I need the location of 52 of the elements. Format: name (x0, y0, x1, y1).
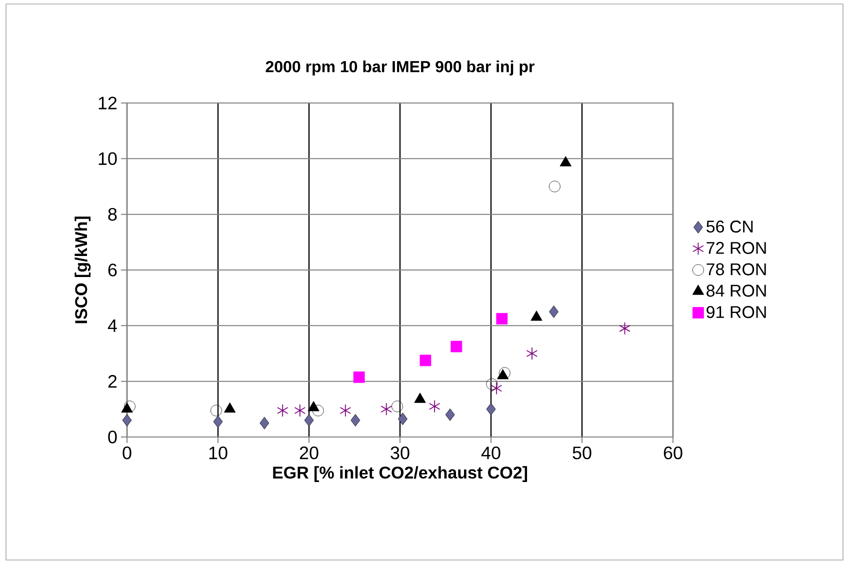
y-tick-label: 4 (108, 319, 117, 332)
point (312, 404, 324, 416)
legend-label: 78 RON (706, 263, 766, 276)
point (350, 414, 360, 426)
point (398, 412, 408, 426)
y-tick-label: 2 (108, 375, 117, 388)
point (304, 414, 314, 426)
point (353, 371, 365, 383)
point (213, 415, 223, 428)
x-tick-label: 60 (664, 446, 682, 460)
point (486, 378, 498, 390)
point (526, 347, 538, 360)
y-tick-label: 0 (108, 430, 117, 444)
legend-label: 56 CN (706, 220, 753, 233)
legend-label: 91 RON (706, 306, 766, 318)
x-axis-title: EGR [% inlet CO2/exhaust CO2] (273, 466, 528, 482)
y-tick-label: 8 (108, 208, 117, 221)
point (380, 402, 392, 416)
point (445, 408, 455, 421)
y-tick-label: 12 (98, 96, 117, 110)
point (260, 416, 270, 430)
point (496, 312, 508, 324)
x-tick-label: 20 (300, 446, 318, 460)
y-tick-label: 6 (108, 264, 117, 276)
point (308, 401, 320, 412)
point (486, 402, 496, 416)
point (210, 404, 222, 416)
point (294, 404, 306, 417)
point (619, 322, 630, 335)
point (124, 400, 136, 412)
point (450, 340, 462, 352)
x-tick-label: 0 (122, 446, 132, 460)
x-tick-label: 40 (481, 446, 500, 460)
point (548, 180, 560, 192)
point (530, 310, 542, 321)
point (549, 306, 558, 318)
legend-label: 72 RON (706, 242, 766, 254)
point (122, 414, 132, 426)
point (560, 156, 572, 166)
point (428, 400, 440, 413)
point (276, 404, 288, 417)
y-axis-title: ISCO [g/kWh] (74, 216, 91, 324)
point (420, 354, 432, 366)
y-tick-label: 10 (98, 152, 117, 166)
x-tick-label: 50 (572, 446, 592, 460)
chart-title: 2000 rpm 10 bar IMEP 900 bar inj pr (266, 60, 534, 76)
x-tick-label: 10 (209, 446, 228, 460)
point (340, 404, 352, 417)
point (392, 400, 403, 412)
x-tick-label: 30 (390, 446, 410, 460)
point (490, 382, 502, 395)
legend-label: 84 RON (706, 284, 766, 297)
